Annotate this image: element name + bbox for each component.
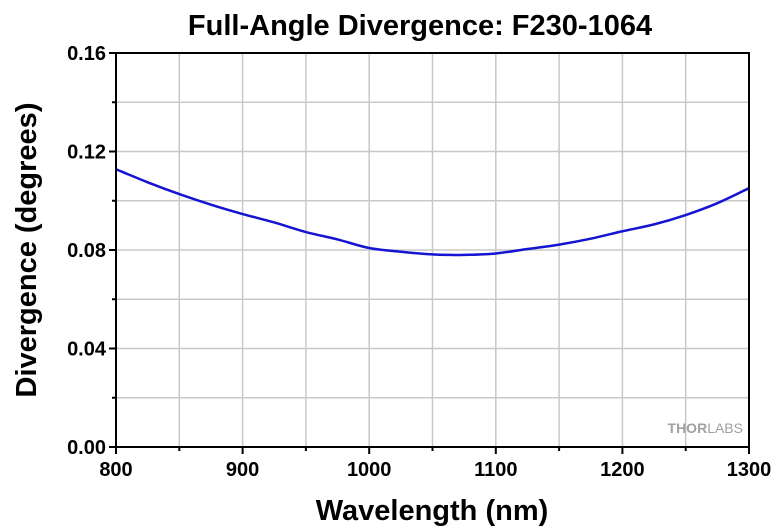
chart-title: Full-Angle Divergence: F230-1064 xyxy=(188,10,652,42)
x-tick-label: 1000 xyxy=(347,459,392,481)
y-tick-label: 0.04 xyxy=(67,339,107,361)
series-layer xyxy=(115,168,750,257)
y-tick-label: 0.00 xyxy=(67,437,106,459)
watermark-bold-text: THOR xyxy=(668,420,708,436)
x-axis-label: Wavelength (nm) xyxy=(316,495,549,527)
y-tick-label: 0.08 xyxy=(67,240,106,262)
x-tick-label: 1200 xyxy=(600,459,645,481)
y-tick-label: 0.12 xyxy=(67,142,106,164)
series-line-f230-1064 xyxy=(115,168,750,257)
plot-frame xyxy=(115,52,750,448)
grid-lines xyxy=(116,53,749,447)
x-tick-label: 900 xyxy=(226,459,259,481)
y-axis-label: Divergence (degrees) xyxy=(11,103,43,398)
watermark-light-text: LABS xyxy=(707,420,743,436)
thorlabs-watermark: THORLABS xyxy=(668,420,743,436)
x-tick-label: 800 xyxy=(99,459,132,481)
tick-labels: 800 900 1000 1100 1200 1300 0.00 0.04 0.08 0.12 0.… xyxy=(67,43,771,481)
x-tick-label: 1300 xyxy=(727,459,772,481)
y-tick-label: 0.16 xyxy=(67,43,106,65)
svg-text:THORLABS: THORLABS xyxy=(668,420,743,436)
x-tick-label: 1100 xyxy=(474,459,517,481)
